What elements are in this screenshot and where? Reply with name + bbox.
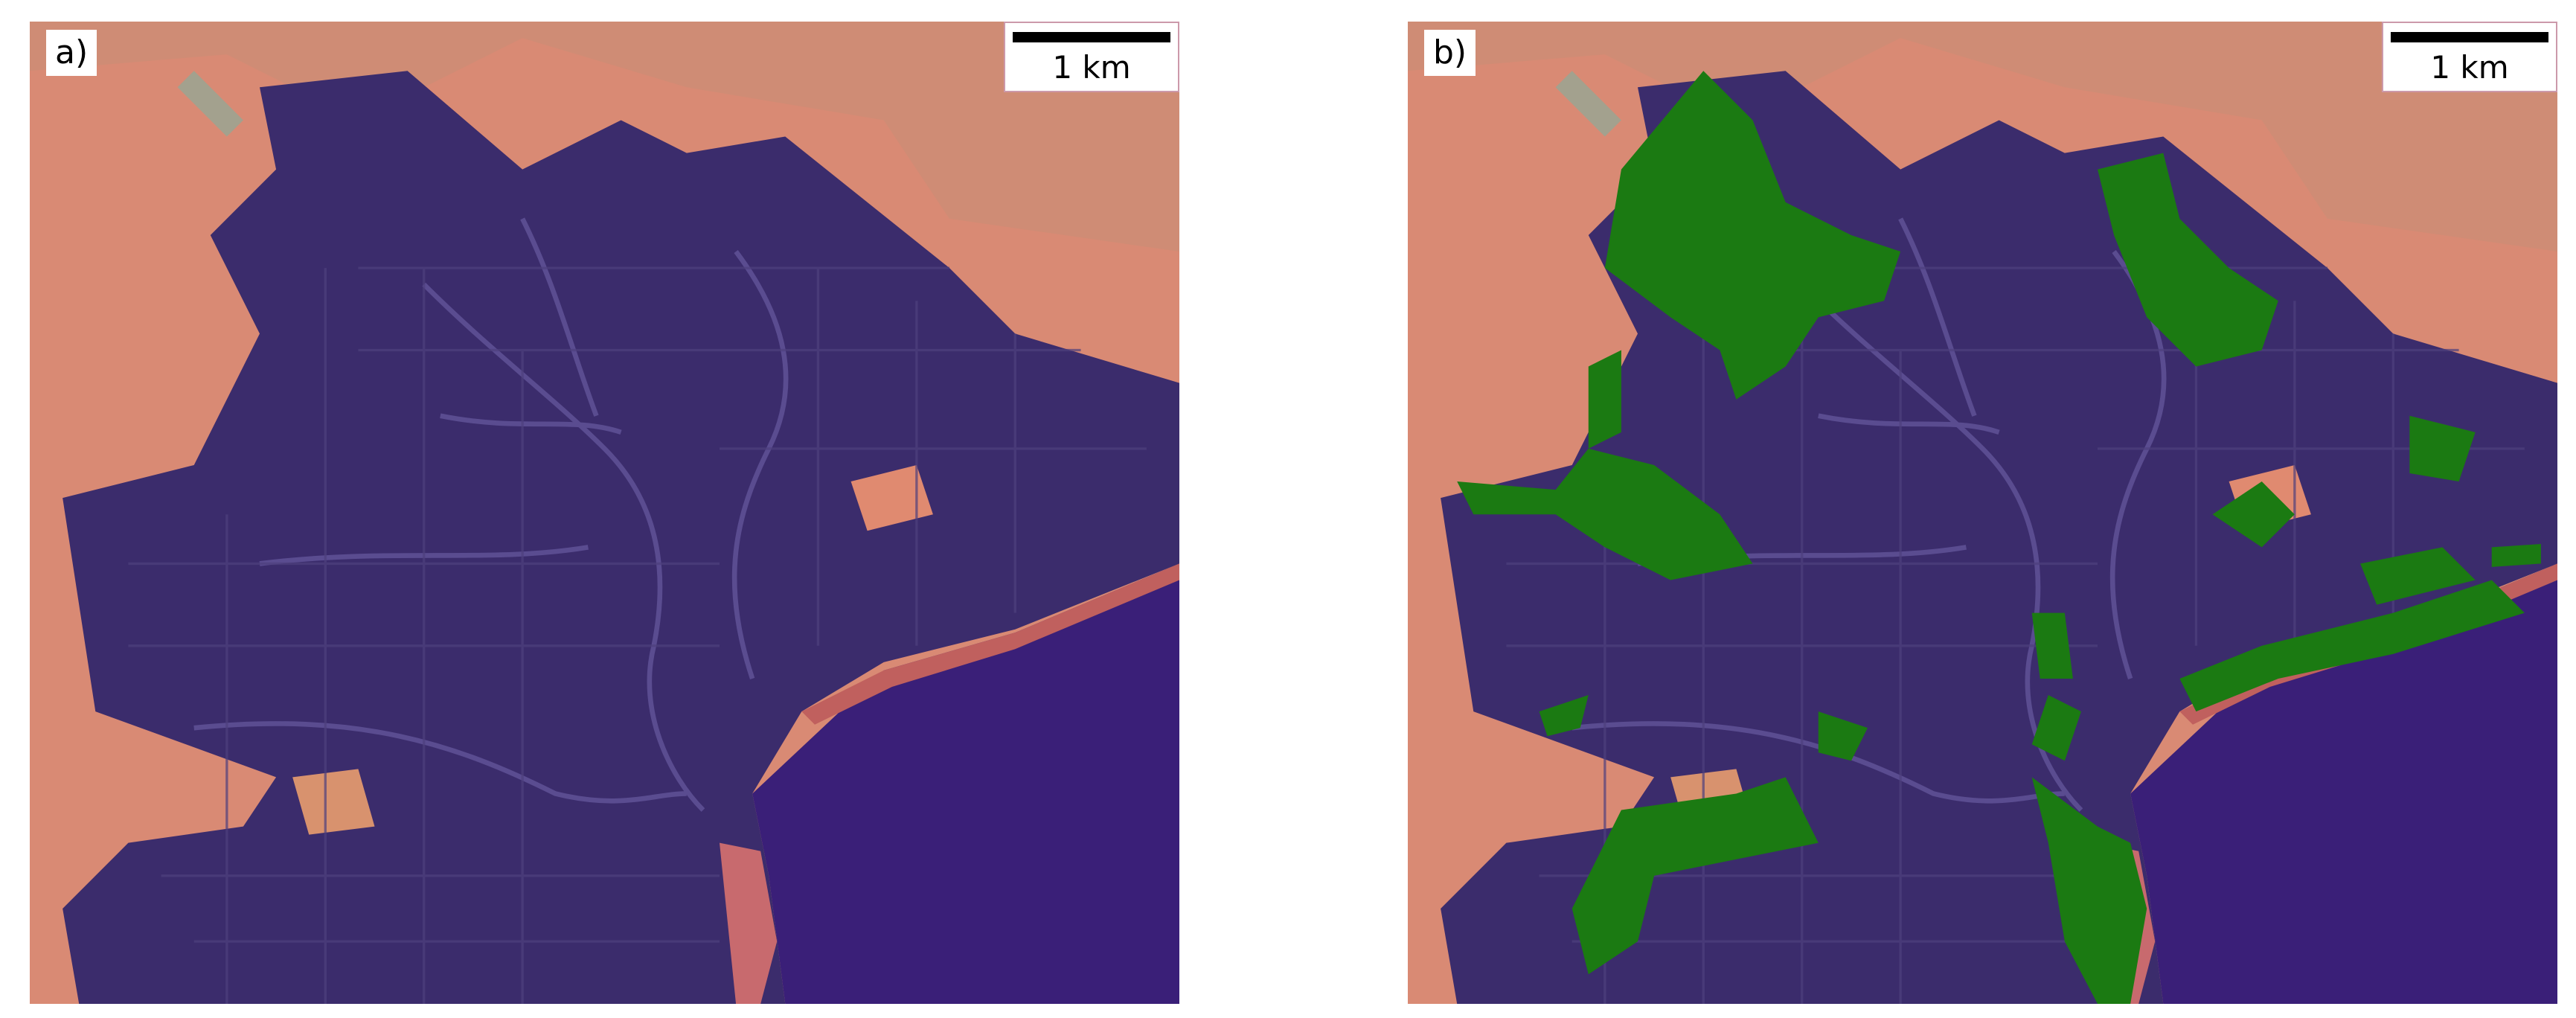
- satellite-image: [30, 22, 1179, 1004]
- panel-a: a) 1 km: [30, 22, 1179, 1004]
- panel-label: a): [46, 30, 97, 76]
- mask: [1457, 71, 2541, 1004]
- satellite-image-with-mask: [1408, 22, 2557, 1004]
- scale-bar-label: 1 km: [2430, 49, 2509, 86]
- scale-bar-label: 1 km: [1052, 49, 1131, 86]
- scale-bar: 1 km: [2382, 22, 2557, 92]
- scale-bar: 1 km: [1004, 22, 1179, 92]
- panel-label: b): [1424, 30, 1476, 76]
- panel-b: b) 1 km: [1408, 22, 2557, 1004]
